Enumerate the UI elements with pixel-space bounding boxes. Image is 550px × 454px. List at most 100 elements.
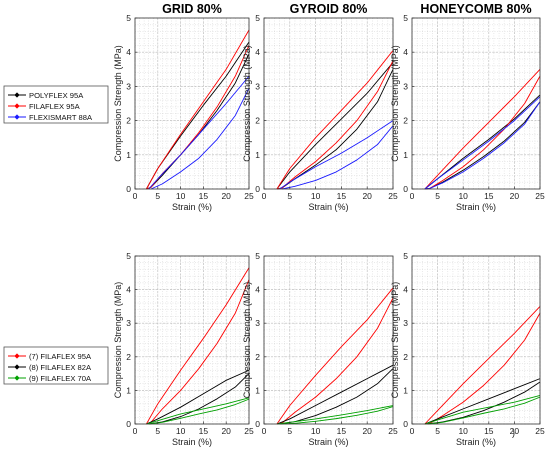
axes-frame bbox=[263, 255, 394, 425]
series-3-loading-line bbox=[146, 397, 250, 425]
y-tick-label: 1 bbox=[403, 385, 408, 395]
y-tick-label: 2 bbox=[403, 352, 408, 362]
x-axis-label: Strain (%) bbox=[308, 437, 348, 447]
y-tick-label: 2 bbox=[255, 352, 260, 362]
y-tick-label: 5 bbox=[403, 13, 408, 23]
series-3-loading-line bbox=[424, 96, 541, 190]
series-3-unloading-line bbox=[427, 396, 541, 425]
y-tick-label: 4 bbox=[403, 285, 408, 295]
y-tick-label: 4 bbox=[255, 47, 260, 57]
y-tick-label: 1 bbox=[403, 150, 408, 160]
axes-frame bbox=[134, 17, 250, 190]
series-1-unloading-line bbox=[146, 279, 250, 425]
series-3-unloading-line bbox=[148, 398, 250, 425]
y-tick-label: 0 bbox=[255, 184, 260, 194]
legend-marker bbox=[14, 375, 20, 381]
series-2-loading-line bbox=[276, 364, 394, 425]
y-tick-label: 3 bbox=[126, 81, 131, 91]
series-3-loading-line bbox=[424, 395, 541, 425]
y-tick-label: 3 bbox=[255, 81, 260, 91]
y-axis-label: Compression Strength (MPa) bbox=[390, 282, 400, 399]
y-tick-label: 1 bbox=[126, 150, 131, 160]
y-tick-label: 2 bbox=[403, 116, 408, 126]
x-tick-label: 25 bbox=[244, 426, 254, 436]
y-tick-label: 4 bbox=[126, 285, 131, 295]
x-tick-label: 20 bbox=[510, 191, 520, 201]
x-tick-label: 5 bbox=[155, 426, 160, 436]
axes-frame bbox=[263, 17, 394, 190]
x-tick-label: 0 bbox=[133, 191, 138, 201]
series-2-loading-line bbox=[146, 29, 250, 190]
y-tick-label: 0 bbox=[255, 419, 260, 429]
legend-marker bbox=[14, 353, 20, 359]
chart-title: GRID 80% bbox=[162, 2, 222, 16]
x-tick-label: 25 bbox=[388, 191, 398, 201]
series-3-unloading-line bbox=[279, 406, 394, 425]
y-tick-label: 0 bbox=[126, 184, 131, 194]
series-1-loading-line bbox=[424, 306, 541, 425]
plot-area bbox=[135, 18, 249, 189]
x-tick-label: 10 bbox=[311, 426, 321, 436]
series-3-loading-line bbox=[279, 120, 394, 190]
y-axis-label: Compression Strength (MPa) bbox=[242, 45, 252, 162]
plot-area bbox=[264, 256, 393, 424]
legend-label: (7) FILAFLEX 95A bbox=[29, 352, 92, 361]
series-2-loading-line bbox=[146, 369, 250, 425]
x-tick-label: 0 bbox=[262, 426, 267, 436]
x-tick-label: 10 bbox=[458, 426, 468, 436]
series-3-unloading-line bbox=[150, 87, 250, 190]
y-tick-label: 1 bbox=[255, 385, 260, 395]
axes-frame bbox=[411, 255, 541, 425]
legend-marker bbox=[14, 103, 20, 109]
series-3-unloading-line bbox=[281, 125, 394, 190]
axes-frame bbox=[411, 17, 541, 190]
x-tick-label: 10 bbox=[176, 191, 186, 201]
x-tick-label: 5 bbox=[155, 191, 160, 201]
x-tick-label: 0 bbox=[410, 191, 415, 201]
y-tick-label: 4 bbox=[255, 285, 260, 295]
x-tick-label: 0 bbox=[410, 426, 415, 436]
x-tick-label: 15 bbox=[199, 191, 209, 201]
plot-area bbox=[412, 256, 540, 424]
legend-marker bbox=[14, 114, 20, 120]
y-axis-label: Compression Strength (MPa) bbox=[113, 45, 123, 162]
x-tick-label: 25 bbox=[535, 191, 545, 201]
x-tick-label: 10 bbox=[176, 426, 186, 436]
x-tick-label: 20 bbox=[510, 426, 520, 436]
legend-bottom: (7) FILAFLEX 95A (8) FILAFLEX 82A (9) FILA… bbox=[3, 346, 109, 385]
y-tick-label: 4 bbox=[403, 47, 408, 57]
x-axis-label: Strain (%) bbox=[456, 202, 496, 212]
y-axis-label: Compression Strength (MPa) bbox=[390, 45, 400, 162]
legend-label: POLYFLEX 95A bbox=[29, 91, 84, 100]
chart-panel-1: 0 5 10 15 20 25 0 1 2 3 4 5 Strain (%) Compression St… bbox=[113, 2, 254, 212]
x-tick-label: 10 bbox=[458, 191, 468, 201]
legend-marker bbox=[14, 92, 20, 98]
stray-mark: ) bbox=[512, 428, 515, 438]
x-tick-label: 0 bbox=[262, 191, 267, 201]
legend-label: FLEXISMART 88A bbox=[29, 113, 93, 122]
chart-panel-3: 0 5 10 15 20 25 0 1 2 3 4 5 Strain (%) Compression St… bbox=[390, 2, 545, 212]
x-tick-label: 15 bbox=[337, 426, 347, 436]
legend-label: (8) FILAFLEX 82A bbox=[29, 363, 92, 372]
x-tick-label: 20 bbox=[221, 426, 231, 436]
x-tick-label: 25 bbox=[244, 191, 254, 201]
y-tick-label: 5 bbox=[403, 251, 408, 261]
y-tick-label: 4 bbox=[126, 47, 131, 57]
series-2-loading-line bbox=[424, 68, 541, 190]
series-1-loading-line bbox=[146, 267, 250, 425]
x-tick-label: 20 bbox=[362, 191, 372, 201]
x-tick-label: 15 bbox=[199, 426, 209, 436]
y-axis-label: Compression Strength (MPa) bbox=[113, 282, 123, 399]
x-tick-label: 25 bbox=[388, 426, 398, 436]
y-tick-label: 0 bbox=[403, 419, 408, 429]
x-axis-label: Strain (%) bbox=[172, 202, 212, 212]
y-axis-label: Compression Strength (MPa) bbox=[242, 282, 252, 399]
x-tick-label: 15 bbox=[484, 426, 494, 436]
x-tick-label: 5 bbox=[435, 426, 440, 436]
chart-panel-6: 0 5 10 15 20 25 0 1 2 3 4 5 Strain (%) Compression St… bbox=[390, 251, 545, 447]
y-tick-label: 0 bbox=[126, 419, 131, 429]
x-tick-label: 10 bbox=[311, 191, 321, 201]
